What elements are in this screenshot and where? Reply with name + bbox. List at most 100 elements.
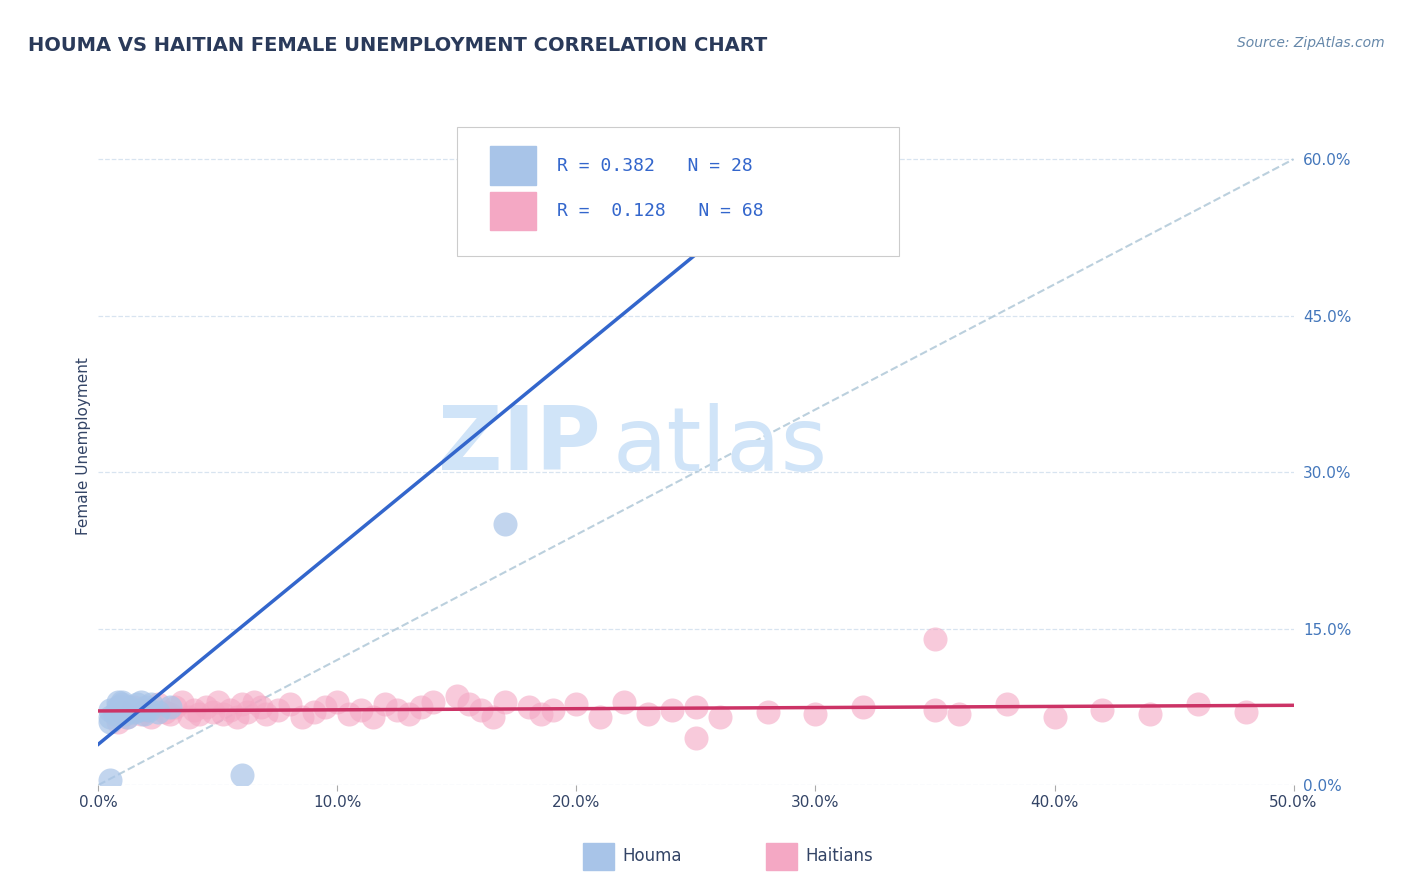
Point bbox=[98, 710, 122, 724]
Point bbox=[1187, 697, 1209, 711]
Bar bbox=[766, 843, 797, 870]
Point bbox=[709, 710, 731, 724]
Point bbox=[756, 705, 779, 719]
Bar bbox=[491, 192, 536, 230]
Point bbox=[155, 705, 177, 719]
Point bbox=[1091, 703, 1114, 717]
Point bbox=[111, 705, 134, 719]
Point bbox=[350, 703, 373, 717]
Point bbox=[481, 710, 505, 724]
Text: atlas: atlas bbox=[613, 402, 828, 490]
Point bbox=[132, 706, 155, 721]
Point bbox=[411, 699, 433, 714]
Point bbox=[422, 694, 444, 708]
Point bbox=[291, 710, 314, 724]
Text: Haitians: Haitians bbox=[806, 847, 873, 865]
Point bbox=[202, 705, 225, 719]
Point bbox=[183, 703, 205, 717]
Point bbox=[278, 697, 301, 711]
Point bbox=[159, 699, 181, 714]
Text: R = 0.382   N = 28: R = 0.382 N = 28 bbox=[557, 157, 754, 175]
Point bbox=[458, 697, 481, 711]
Point bbox=[363, 710, 385, 724]
Point bbox=[517, 699, 540, 714]
Point bbox=[470, 703, 492, 717]
Point bbox=[852, 699, 875, 714]
Point bbox=[995, 697, 1018, 711]
Point bbox=[243, 694, 266, 708]
Point bbox=[128, 703, 150, 717]
Point bbox=[124, 699, 146, 714]
Point bbox=[1234, 705, 1257, 719]
Point bbox=[302, 705, 325, 719]
Point bbox=[398, 706, 420, 721]
Point bbox=[219, 703, 242, 717]
Point bbox=[231, 697, 253, 711]
Point bbox=[98, 772, 122, 787]
Point bbox=[565, 697, 588, 711]
Point bbox=[115, 710, 138, 724]
Point bbox=[1139, 706, 1161, 721]
Point bbox=[98, 703, 122, 717]
Point bbox=[211, 706, 233, 721]
Point bbox=[135, 703, 157, 717]
Point bbox=[139, 710, 162, 724]
Text: ZIP: ZIP bbox=[437, 402, 600, 490]
Point bbox=[254, 706, 277, 721]
Point bbox=[148, 705, 170, 719]
Point bbox=[589, 710, 612, 724]
Point bbox=[114, 706, 136, 721]
Point bbox=[924, 703, 946, 717]
Point bbox=[148, 697, 170, 711]
Point bbox=[121, 703, 143, 717]
Point bbox=[250, 699, 273, 714]
Point bbox=[115, 710, 138, 724]
Text: R =  0.128   N = 68: R = 0.128 N = 68 bbox=[557, 202, 763, 220]
Point bbox=[163, 699, 186, 714]
Point bbox=[541, 703, 564, 717]
Point bbox=[804, 706, 827, 721]
Point bbox=[187, 706, 209, 721]
Point bbox=[172, 694, 194, 708]
Point bbox=[179, 710, 201, 724]
Point bbox=[226, 710, 249, 724]
Point bbox=[111, 699, 134, 714]
Point bbox=[131, 694, 153, 708]
Text: Source: ZipAtlas.com: Source: ZipAtlas.com bbox=[1237, 36, 1385, 50]
Point bbox=[108, 703, 131, 717]
Text: HOUMA VS HAITIAN FEMALE UNEMPLOYMENT CORRELATION CHART: HOUMA VS HAITIAN FEMALE UNEMPLOYMENT COR… bbox=[28, 36, 768, 54]
Point bbox=[267, 703, 290, 717]
Point bbox=[107, 699, 129, 714]
Point bbox=[135, 699, 157, 714]
Point bbox=[685, 699, 707, 714]
Point bbox=[107, 694, 129, 708]
Point bbox=[125, 697, 148, 711]
Point bbox=[661, 703, 683, 717]
Point bbox=[326, 694, 349, 708]
Point bbox=[1043, 710, 1066, 724]
Point bbox=[494, 694, 516, 708]
Point bbox=[139, 697, 162, 711]
Point bbox=[104, 706, 127, 721]
Point bbox=[613, 694, 636, 708]
Point bbox=[661, 152, 683, 166]
Point bbox=[446, 690, 468, 704]
Bar bbox=[491, 146, 536, 185]
Point bbox=[138, 703, 160, 717]
Point bbox=[124, 705, 146, 719]
Point bbox=[111, 697, 134, 711]
Point bbox=[159, 706, 181, 721]
Point bbox=[637, 706, 659, 721]
Bar bbox=[583, 843, 614, 870]
Y-axis label: Female Unemployment: Female Unemployment bbox=[76, 357, 91, 535]
Point bbox=[207, 694, 229, 708]
Point bbox=[948, 706, 970, 721]
Point bbox=[235, 705, 257, 719]
Point bbox=[924, 632, 946, 646]
Point bbox=[494, 517, 516, 532]
Point bbox=[374, 697, 396, 711]
Point bbox=[231, 767, 253, 781]
FancyBboxPatch shape bbox=[457, 128, 900, 256]
Point bbox=[315, 699, 337, 714]
Text: Houma: Houma bbox=[623, 847, 682, 865]
